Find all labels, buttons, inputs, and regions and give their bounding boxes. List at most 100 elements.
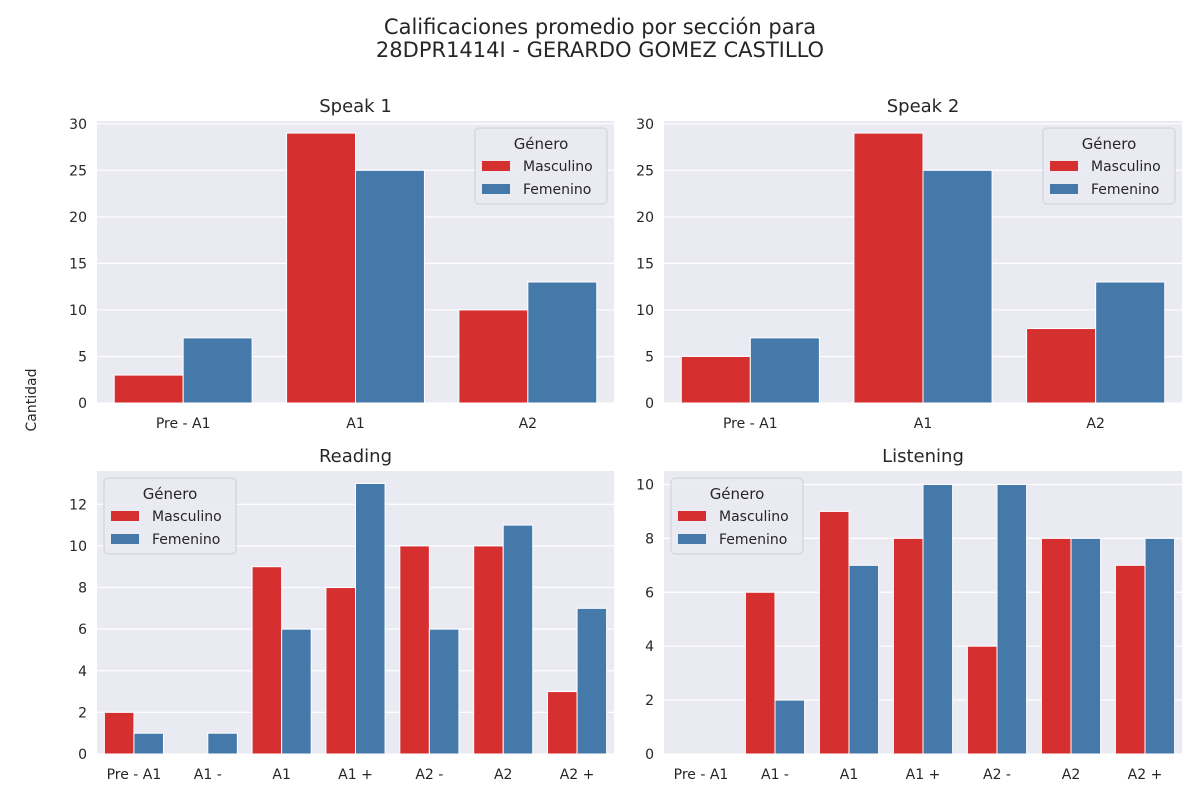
bar-femenino-a1 xyxy=(923,484,953,754)
bar-femenino-a1 xyxy=(356,170,425,403)
y-tick-label: 0 xyxy=(78,396,87,412)
bar-masculino-a2 xyxy=(459,310,528,403)
bar-femenino-a2 xyxy=(1096,282,1165,403)
legend: Género Masculino Femenino xyxy=(104,478,236,554)
x-tick-label: Pre - A1 xyxy=(674,767,729,783)
bar-femenino-pre-a1 xyxy=(183,338,252,403)
y-tick-label: 25 xyxy=(69,163,87,179)
y-tick-label: 20 xyxy=(69,210,87,226)
x-tick-label: Pre - A1 xyxy=(156,416,211,432)
legend-entry-masculino: Masculino xyxy=(1091,159,1161,175)
x-tick-label: A2 - xyxy=(983,767,1011,783)
bar-femenino-a2 xyxy=(1145,538,1175,754)
legend-swatch-masculino xyxy=(482,161,510,171)
bar-masculino-a2 xyxy=(1041,538,1071,754)
bar-masculino-a2 xyxy=(1115,565,1145,754)
bar-masculino-a2 xyxy=(548,692,578,754)
y-tick-label: 0 xyxy=(645,747,654,763)
bar-masculino-a2 xyxy=(967,646,997,754)
bar-masculino-a1 xyxy=(287,133,356,403)
y-tick-label: 10 xyxy=(69,539,87,555)
x-tick-label: A1 xyxy=(346,416,364,432)
y-tick-label: 10 xyxy=(636,477,654,493)
y-tick-label: 10 xyxy=(636,303,654,319)
legend-entry-femenino: Femenino xyxy=(152,532,220,548)
legend-swatch-masculino xyxy=(111,511,139,521)
y-tick-label: 5 xyxy=(645,349,654,365)
bar-femenino-a1 xyxy=(282,629,312,754)
bar-masculino-pre-a1 xyxy=(681,356,750,403)
legend: Género Masculino Femenino xyxy=(1043,128,1175,204)
bar-femenino-a2 xyxy=(528,282,597,403)
y-tick-label: 15 xyxy=(636,256,654,272)
bar-femenino-a1 xyxy=(923,170,992,403)
legend-entry-masculino: Masculino xyxy=(719,509,789,525)
bar-femenino-a2 xyxy=(503,525,533,754)
y-tick-label: 2 xyxy=(645,693,654,709)
chart-panel-speak-2: 0 5 10 15 20 25 30 Pre - A1 A1 A2 Speak 2 Género Mas… xyxy=(636,96,1182,432)
legend-entry-masculino: Masculino xyxy=(523,159,593,175)
x-tick-label: A1 + xyxy=(906,767,941,783)
legend-swatch-femenino xyxy=(678,534,706,544)
y-tick-label: 20 xyxy=(636,210,654,226)
legend: Género Masculino Femenino xyxy=(475,128,607,204)
bar-femenino-a2 xyxy=(429,629,459,754)
y-tick-label: 6 xyxy=(645,585,654,601)
legend-entry-femenino: Femenino xyxy=(523,182,591,198)
x-tick-label: A2 + xyxy=(1128,767,1163,783)
x-tick-label: A2 - xyxy=(415,767,443,783)
x-tick-label: A2 + xyxy=(560,767,595,783)
y-tick-label: 30 xyxy=(69,117,87,133)
y-tick-label: 8 xyxy=(78,581,87,597)
bar-femenino-a2 xyxy=(577,608,607,754)
legend-entry-femenino: Femenino xyxy=(1091,182,1159,198)
y-tick-label: 5 xyxy=(78,349,87,365)
x-tick-label: A2 xyxy=(1086,416,1104,432)
legend-entry-femenino: Femenino xyxy=(719,532,787,548)
y-tick-label: 25 xyxy=(636,163,654,179)
x-tick-label: A1 - xyxy=(761,767,789,783)
chart-title: Reading xyxy=(319,446,392,467)
bar-femenino-pre-a1 xyxy=(750,338,819,403)
y-tick-label: 6 xyxy=(78,622,87,638)
legend-entry-masculino: Masculino xyxy=(152,509,222,525)
y-tick-label: 12 xyxy=(69,497,87,513)
legend: Género Masculino Femenino xyxy=(671,478,803,554)
bar-masculino-a1 xyxy=(854,133,923,403)
x-tick-label: A2 xyxy=(494,767,512,783)
x-tick-label: Pre - A1 xyxy=(723,416,778,432)
legend-title: Género xyxy=(1082,135,1137,153)
x-tick-label: A1 xyxy=(914,416,932,432)
chart-panel-reading: 0 2 4 6 8 10 12 Pre - A1 A1 - A1 A1 + A2 - A2 A2 + Rea… xyxy=(69,446,614,783)
legend-swatch-masculino xyxy=(1050,161,1078,171)
y-tick-label: 30 xyxy=(636,117,654,133)
x-tick-label: A1 xyxy=(272,767,290,783)
bar-masculino-a1 xyxy=(252,567,282,754)
y-tick-label: 10 xyxy=(69,303,87,319)
y-tick-label: 4 xyxy=(78,664,87,680)
legend-title: Género xyxy=(143,485,198,503)
x-tick-label: A2 xyxy=(519,416,537,432)
chart-title: Speak 1 xyxy=(319,96,392,117)
bar-femenino-a1 xyxy=(208,733,238,754)
chart-panel-speak-1: 0 5 10 15 20 25 30 Pre - A1 A1 A2 Speak 1 Género Mas… xyxy=(69,96,614,432)
bar-femenino-a2 xyxy=(997,484,1027,754)
bar-masculino-a1 xyxy=(893,538,923,754)
legend-title: Género xyxy=(514,135,569,153)
bar-masculino-pre-a1 xyxy=(114,375,183,403)
bar-masculino-a1 xyxy=(326,588,356,754)
bar-masculino-a2 xyxy=(400,546,430,754)
legend-swatch-femenino xyxy=(1050,184,1078,194)
legend-swatch-masculino xyxy=(678,511,706,521)
y-tick-label: 2 xyxy=(78,705,87,721)
x-tick-label: A1 xyxy=(840,767,858,783)
bar-masculino-a2 xyxy=(474,546,504,754)
chart-title: Speak 2 xyxy=(887,96,960,117)
bar-femenino-a1 xyxy=(849,565,879,754)
bar-masculino-pre-a1 xyxy=(104,712,134,754)
bar-masculino-a2 xyxy=(1027,329,1096,403)
chart-title: Listening xyxy=(882,446,964,467)
legend-swatch-femenino xyxy=(111,534,139,544)
bar-masculino-a1 xyxy=(745,592,775,754)
